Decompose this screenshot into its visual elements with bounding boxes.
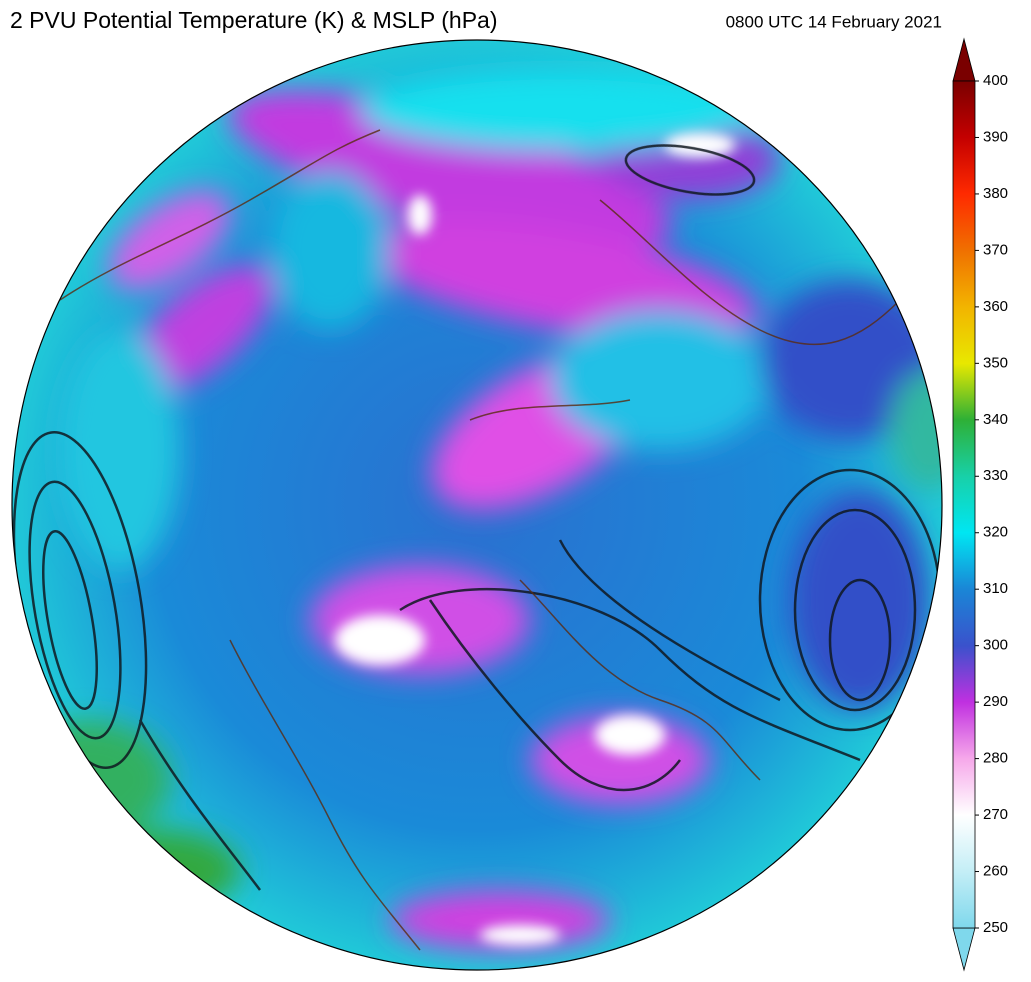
colorbar-tick-label: 270 xyxy=(983,806,1008,823)
map-title: 2 PVU Potential Temperature (K) & MSLP (… xyxy=(10,7,497,33)
colorbar: 250 260 270 280 290 300 310 320 330 340 350 360 370 3… xyxy=(952,37,1008,972)
colorbar-extend-max xyxy=(952,37,976,82)
colorbar-tick-label: 360 xyxy=(983,298,1008,315)
colorbar-tick-label: 390 xyxy=(983,128,1008,145)
colorbar-tick-label: 300 xyxy=(983,637,1008,654)
colorbar-tick-label: 370 xyxy=(983,241,1008,258)
colorbar-tick-label: 310 xyxy=(983,580,1008,597)
colorbar-tick-label: 380 xyxy=(983,185,1008,202)
colorbar-tick-label: 250 xyxy=(983,919,1008,936)
colorbar-tick-label: 320 xyxy=(983,524,1008,541)
colorbar-tick-label: 350 xyxy=(983,354,1008,371)
globe-map xyxy=(12,40,942,970)
globe-outline xyxy=(11,39,943,971)
colorbar-tick-label: 330 xyxy=(983,467,1008,484)
colorbar-tick-label: 290 xyxy=(983,693,1008,710)
colorbar-tick-label: 400 xyxy=(983,72,1008,89)
valid-time: 0800 UTC 14 February 2021 xyxy=(726,12,942,31)
colorbar-tick-label: 260 xyxy=(983,863,1008,880)
colorbar-extend-min xyxy=(952,927,976,972)
colorbar-body xyxy=(952,80,976,929)
colorbar-tick-label: 340 xyxy=(983,411,1008,428)
colorbar-tick-label: 280 xyxy=(983,750,1008,767)
